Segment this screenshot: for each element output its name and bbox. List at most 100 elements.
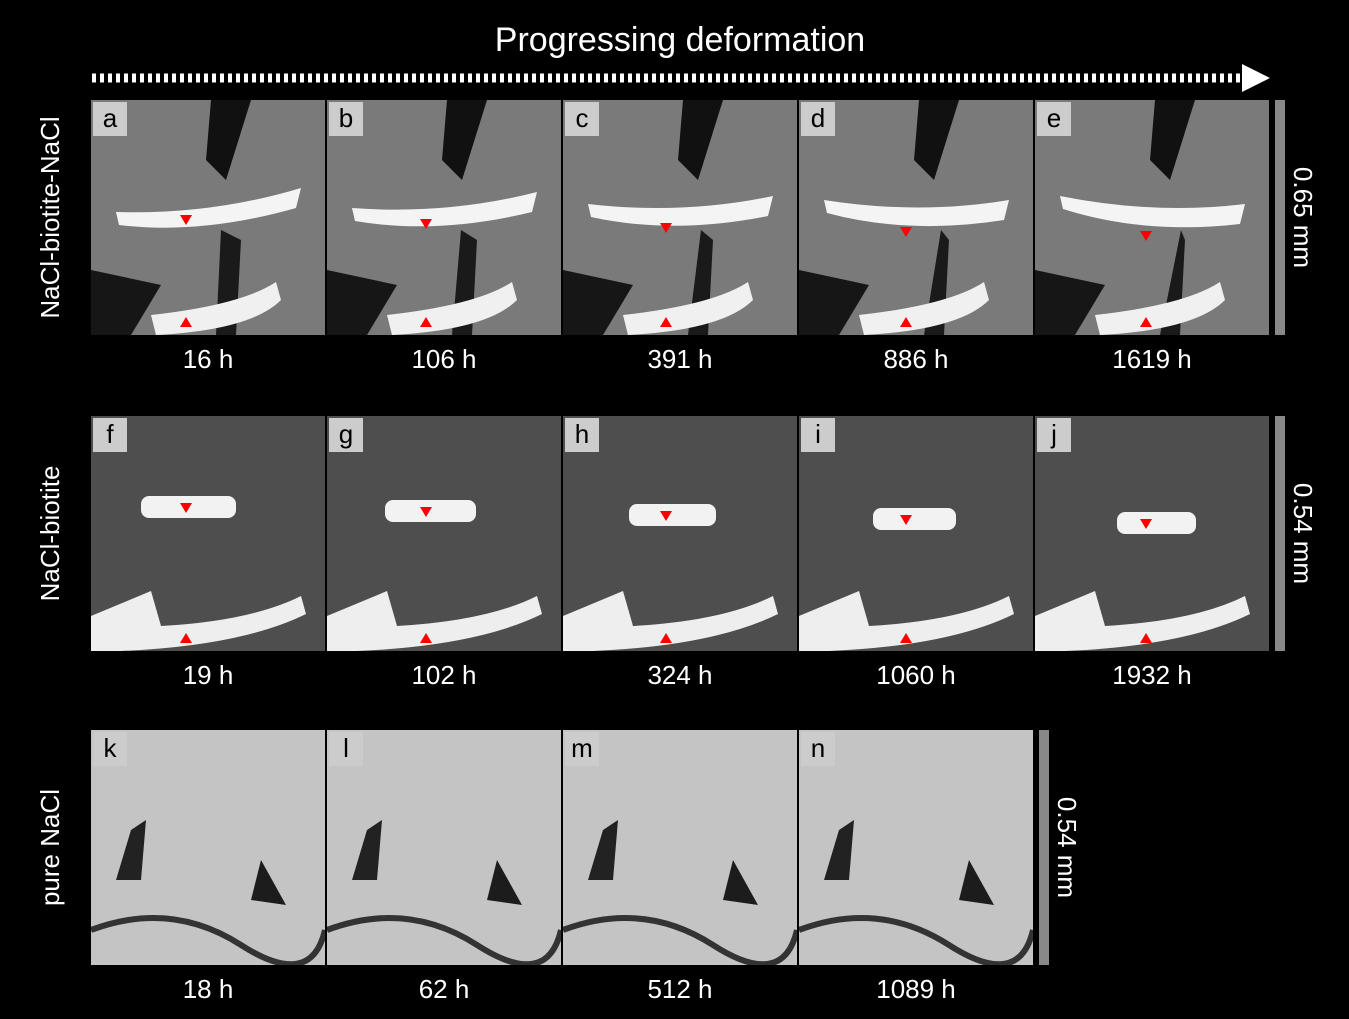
ct-image: [327, 416, 561, 651]
panel-letter: j: [1050, 419, 1057, 449]
panel-letter: m: [571, 733, 593, 763]
time-label: 62 h: [419, 974, 470, 1004]
time-label: 1089 h: [876, 974, 956, 1004]
marker-triangle: [660, 633, 672, 643]
pore: [251, 860, 286, 905]
ct-image: [327, 730, 561, 965]
scale-label: 0.54 mm: [1288, 483, 1318, 584]
marker-triangle: [420, 507, 432, 517]
biotite: [873, 508, 956, 530]
ct-image: [91, 730, 325, 965]
time-label: 886 h: [883, 344, 948, 374]
marker-triangle: [660, 223, 672, 233]
panel-letter-box: [1037, 418, 1071, 452]
marker-triangle: [180, 317, 192, 327]
ct-image: [799, 100, 1033, 335]
time-label: 106 h: [411, 344, 476, 374]
grain-boundary: [563, 915, 797, 965]
ct-image: [1035, 100, 1269, 335]
scale-label: 0.54 mm: [1052, 797, 1082, 898]
pore: [588, 820, 618, 880]
pore: [1035, 270, 1105, 335]
time-label: 1619 h: [1112, 344, 1192, 374]
time-label: 102 h: [411, 660, 476, 690]
panel-letter-box: [801, 732, 835, 766]
biotite: [385, 500, 476, 522]
pore: [824, 820, 854, 880]
biotite: [1095, 282, 1225, 335]
panel-letter: f: [106, 419, 114, 449]
ct-image: [1035, 416, 1269, 651]
time-label: 18 h: [183, 974, 234, 1004]
marker-triangle: [1140, 519, 1152, 529]
time-label: 1060 h: [876, 660, 956, 690]
panel-letter: n: [811, 733, 825, 763]
pore: [563, 270, 633, 335]
pore: [352, 820, 382, 880]
pore: [91, 270, 161, 335]
ct-image: [799, 730, 1033, 965]
pore: [799, 270, 869, 335]
panel-letter-box: [93, 102, 127, 136]
panel-letter: a: [103, 103, 118, 133]
time-label: 324 h: [647, 660, 712, 690]
row-label: NaCl-biotite-NaCl: [35, 116, 65, 318]
biotite: [859, 282, 989, 335]
panel-letter-box: [565, 418, 599, 452]
scale-bar: [1039, 730, 1049, 965]
pore: [327, 270, 397, 335]
panel-letter-box: [565, 732, 599, 766]
grain-boundary: [91, 915, 325, 965]
panel-letter-box: [801, 418, 835, 452]
biotite: [799, 591, 1014, 651]
biotite: [1035, 591, 1250, 651]
pore: [959, 860, 994, 905]
grain-boundary: [327, 915, 561, 965]
progress-arrow-head: [1242, 64, 1270, 92]
scale-bar: [1275, 100, 1285, 335]
marker-triangle: [420, 219, 432, 229]
panel-letter: e: [1047, 103, 1061, 133]
pore: [723, 860, 758, 905]
marker-triangle: [1140, 633, 1152, 643]
panel-letter: k: [104, 733, 118, 763]
marker-triangle: [900, 515, 912, 525]
panel-letter: c: [576, 103, 589, 133]
marker-triangle: [900, 633, 912, 643]
marker-triangle: [660, 511, 672, 521]
panel-letter-box: [329, 418, 363, 452]
panel-letter: g: [339, 419, 353, 449]
biotite: [116, 188, 301, 228]
marker-triangle: [180, 633, 192, 643]
biotite: [387, 282, 517, 335]
marker-triangle: [900, 317, 912, 327]
marker-triangle: [660, 317, 672, 327]
biotite: [629, 504, 716, 526]
panel-letter: i: [815, 419, 821, 449]
panel-letter-box: [329, 102, 363, 136]
biotite: [327, 591, 542, 651]
pore: [206, 100, 251, 180]
marker-triangle: [180, 503, 192, 513]
biotite: [352, 192, 537, 227]
panel-letter-box: [565, 102, 599, 136]
biotite: [1117, 512, 1196, 534]
marker-triangle: [420, 317, 432, 327]
grain-boundary: [799, 915, 1033, 965]
scale-bar: [1275, 416, 1285, 651]
panel-letter-box: [801, 102, 835, 136]
marker-triangle: [1140, 317, 1152, 327]
panel-letter-box: [93, 732, 127, 766]
pore: [914, 100, 959, 180]
ct-image: [91, 416, 325, 651]
biotite: [588, 196, 773, 226]
ct-image: [563, 100, 797, 335]
scale-label: 0.65 mm: [1288, 167, 1318, 268]
biotite: [623, 282, 753, 335]
marker-triangle: [180, 215, 192, 225]
row-label: pure NaCl: [35, 789, 65, 906]
figure-title: Progressing deformation: [495, 21, 865, 59]
row-label: NaCl-biotite: [35, 466, 65, 602]
ct-image: [91, 100, 325, 335]
